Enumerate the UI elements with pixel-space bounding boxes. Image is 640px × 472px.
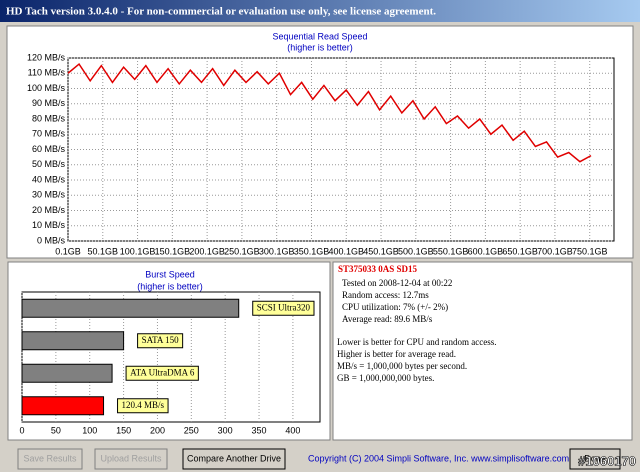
x-tick-label: 200.1GB (189, 246, 225, 256)
drive-name: ST375033 0AS SD15 (338, 264, 418, 274)
label-box (125, 365, 199, 381)
y-tick-label: 80 MB/s (32, 113, 66, 123)
x-tick-label: 400.1GB (328, 246, 364, 256)
upload-button[interactable] (94, 448, 168, 470)
note-line: Higher is better for average read. (337, 349, 456, 359)
bar-label: SATA 150 (142, 335, 180, 345)
charts: Sequential Read Speed(higher is better)0… (19, 31, 615, 435)
stat-line: Tested on 2008-12-04 at 00:22 (342, 278, 452, 288)
x-tick-label: 250.1GB (224, 246, 260, 256)
note-line: MB/s = 1,000,000 bytes per second. (337, 361, 467, 371)
burst-bar (21, 363, 113, 383)
chart-title: Sequential Read Speed (272, 31, 367, 41)
burst-bar (21, 331, 125, 351)
x-tick-label: 400 (285, 425, 300, 435)
info-text: Tested on 2008-12-04 at 00:22 Random acce… (337, 278, 496, 383)
y-tick-label: 20 MB/s (32, 205, 66, 215)
x-tick-label: 750.1GB (572, 246, 608, 256)
stat-line: Average read: 89.6 MB/s (342, 314, 433, 324)
watermark: #1060170 (578, 453, 636, 468)
y-tick-label: 60 MB/s (32, 144, 66, 154)
x-tick-label: 350.1GB (294, 246, 330, 256)
y-tick-label: 100 MB/s (27, 83, 66, 93)
x-tick-label: 150 (116, 425, 131, 435)
y-tick-label: 110 MB/s (28, 68, 66, 78)
stat-line: CPU utilization: 7% (+/- 2%) (342, 302, 448, 312)
x-tick-label: 300.1GB (259, 246, 295, 256)
copyright: Copyright (C) 2004 Simpli Software, Inc.… (308, 453, 569, 463)
label-box (137, 333, 184, 349)
info-panel (332, 261, 633, 441)
y-tick-label: 0 MB/s (37, 235, 66, 245)
y-tick-label: 50 MB/s (32, 159, 66, 169)
x-tick-label: 600.1GB (468, 246, 504, 256)
title-bar (0, 0, 640, 22)
x-tick-label: 300 (218, 425, 233, 435)
burst-bar (21, 396, 105, 416)
chart-subtitle: (higher is better) (287, 42, 353, 52)
x-tick-label: 250 (184, 425, 199, 435)
upload-button-label[interactable]: Upload Results (100, 453, 162, 463)
y-tick-label: 70 MB/s (32, 129, 66, 139)
chart-subtitle: (higher is better) (137, 281, 203, 291)
done-button-label[interactable]: Done (584, 453, 606, 463)
note-line: Lower is better for CPU and random acces… (337, 337, 496, 347)
y-tick-label: 90 MB/s (32, 98, 66, 108)
x-tick-label: 200 (150, 425, 165, 435)
save-button-label[interactable]: Save Results (23, 453, 77, 463)
window-title: HD Tach version 3.0.4.0 - For non-commer… (6, 6, 436, 18)
y-tick-label: 40 MB/s (32, 174, 66, 184)
bar-label: SCSI Ultra320 (257, 302, 311, 312)
x-tick-label: 100.1GB (120, 246, 156, 256)
x-tick-label: 450.1GB (363, 246, 399, 256)
label-box (117, 398, 169, 414)
value-label: 120.4 MB/s (122, 400, 165, 410)
note-line: GB = 1,000,000,000 bytes. (337, 373, 434, 383)
y-tick-label: 10 MB/s (32, 220, 66, 230)
x-tick-label: 50 (51, 425, 61, 435)
y-tick-label: 30 MB/s (32, 190, 66, 200)
compare-button[interactable] (182, 448, 286, 470)
x-tick-label: 650.1GB (502, 246, 538, 256)
label-box (252, 300, 315, 316)
compare-button-label[interactable]: Compare Another Drive (187, 453, 281, 463)
chart-title: Burst Speed (145, 269, 195, 279)
read-speed-line (67, 62, 592, 163)
x-tick-label: 50.1GB (88, 246, 119, 256)
burst-bar (21, 298, 240, 318)
save-button[interactable] (17, 448, 83, 470)
y-tick-label: 120 MB/s (27, 52, 66, 62)
x-tick-label: 350 (252, 425, 267, 435)
x-tick-label: 700.1GB (537, 246, 573, 256)
bar-label: ATA UltraDMA 6 (130, 367, 195, 377)
stat-line: Random access: 12.7ms (342, 290, 429, 300)
x-tick-label: 100 (82, 425, 97, 435)
x-tick-label: 550.1GB (433, 246, 469, 256)
x-tick-label: 500.1GB (398, 246, 434, 256)
done-button[interactable] (569, 448, 621, 470)
x-tick-label: 0.1GB (55, 246, 81, 256)
x-tick-label: 0 (19, 425, 24, 435)
x-tick-label: 150.1GB (155, 246, 191, 256)
